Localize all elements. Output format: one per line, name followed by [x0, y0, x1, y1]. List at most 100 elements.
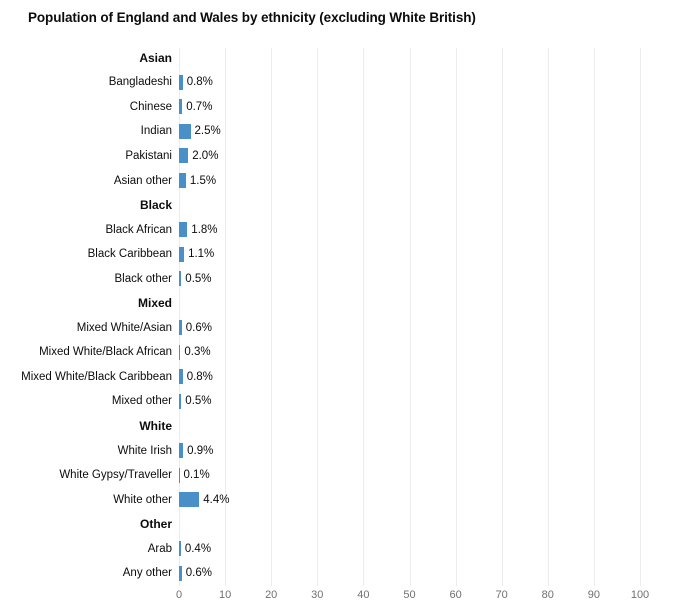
value-label: 0.6% [185, 321, 212, 334]
row-label: White Gypsy/Traveller [59, 469, 172, 482]
value-label: 1.5% [189, 174, 217, 187]
chart-row: Asian other 1.5% [0, 168, 700, 193]
bar [179, 369, 183, 385]
group-header-label: White [139, 419, 172, 434]
bar-area [179, 414, 700, 439]
bar-area: 0.5% [179, 389, 700, 414]
bar-area: 0.5% [179, 266, 700, 291]
row-label: Mixed White/Black Caribbean [21, 370, 172, 383]
value-label: 1.8% [191, 223, 218, 236]
row-label: Mixed White/Asian [76, 321, 172, 334]
gridline [640, 48, 641, 586]
chart-row: Chinese 0.7% [0, 95, 700, 120]
row-label: Mixed other [111, 395, 172, 408]
bar [179, 74, 183, 90]
x-tick-label: 90 [587, 589, 601, 601]
x-tick-label: 70 [495, 589, 508, 601]
chart-row: Black other 0.5% [0, 266, 700, 291]
x-tick-label: 20 [265, 589, 278, 601]
value-label: 1.1% [188, 248, 215, 261]
value-label: 0.8% [186, 76, 213, 89]
row-label: Indian [140, 125, 172, 138]
bar-area [179, 193, 700, 218]
gridline [271, 48, 273, 586]
row-label: Bangladeshi [108, 76, 172, 89]
bar [179, 123, 191, 139]
bar-area: 0.8% [179, 70, 700, 95]
row-label: White Irish [117, 444, 172, 457]
gridline [363, 48, 365, 586]
x-tick-label: 60 [449, 589, 462, 601]
x-tick-label: 30 [311, 589, 324, 601]
value-label: 0.8% [186, 370, 213, 383]
bar [179, 443, 184, 459]
value-label: 2.0% [192, 149, 219, 162]
bar [179, 271, 182, 287]
row-label: Black African [105, 223, 172, 236]
gridline [179, 48, 180, 586]
chart-row: Bangladeshi 0.8% [0, 70, 700, 95]
group-header-row: White [0, 414, 700, 439]
chart-row: Black African 1.8% [0, 217, 700, 242]
value-label: 0.7% [186, 100, 213, 113]
bar-area: 0.3% [179, 340, 700, 365]
row-label: Asian other [113, 174, 172, 187]
row-label: Black other [114, 272, 172, 285]
bar [179, 541, 181, 557]
bar-area [179, 291, 700, 316]
chart-row: Any other 0.6% [0, 561, 700, 586]
bar-area: 0.6% [179, 316, 700, 341]
value-label: 0.9% [187, 444, 214, 457]
chart-row: Mixed White/Black Caribbean 0.8% [0, 365, 700, 390]
x-tick-label: 80 [541, 589, 554, 601]
x-tick-label: 50 [403, 589, 416, 601]
bar-area: 1.5% [179, 168, 700, 193]
row-label: Black Caribbean [87, 248, 172, 261]
group-header-row: Other [0, 512, 700, 537]
bar-area: 2.0% [179, 144, 700, 169]
chart-row: White Gypsy/Traveller 0.1% [0, 463, 700, 488]
chart-row: Pakistani 2.0% [0, 144, 700, 169]
value-label: 0.1% [183, 469, 210, 482]
gridline [501, 48, 503, 586]
group-header-label: Asian [139, 50, 172, 65]
bar [179, 148, 189, 164]
chart-row: Black Caribbean 1.1% [0, 242, 700, 267]
x-tick-label: 100 [630, 589, 650, 601]
row-label: Arab [147, 542, 172, 555]
value-label: 0.5% [185, 395, 212, 408]
bar-area: 0.9% [179, 438, 700, 463]
group-header-row: Mixed [0, 291, 700, 316]
x-tick-label: 0 [175, 589, 183, 601]
x-tick-label: 10 [218, 589, 232, 601]
chart-row: Indian 2.5% [0, 119, 700, 144]
gridline [455, 48, 457, 586]
chart-row: Mixed White/Asian 0.6% [0, 316, 700, 341]
bar-area: 1.8% [179, 217, 700, 242]
group-header-row: Asian [0, 46, 700, 71]
value-label: 2.5% [194, 125, 221, 138]
row-label: White other [113, 493, 172, 506]
group-header-label: Mixed [137, 296, 172, 311]
bar-area: 0.6% [179, 561, 700, 586]
bar-area: 0.7% [179, 95, 700, 120]
chart-row: Mixed White/Black African 0.3% [0, 340, 700, 365]
bar-area [179, 512, 700, 537]
bar [179, 344, 181, 360]
bar [179, 173, 186, 189]
value-label: 0.3% [184, 346, 211, 359]
gridline [547, 48, 549, 586]
gridline [593, 48, 595, 586]
row-label: Chinese [129, 100, 172, 113]
bar [179, 222, 188, 238]
gridline [225, 48, 227, 586]
group-header-label: Other [139, 517, 172, 532]
bar-area [179, 46, 700, 71]
chart-row: White Irish 0.9% [0, 438, 700, 463]
value-label: 0.4% [184, 542, 212, 555]
bar-area: 0.4% [179, 537, 700, 562]
bar-area: 0.8% [179, 365, 700, 390]
row-label: Pakistani [125, 149, 172, 162]
bar-area: 1.1% [179, 242, 700, 267]
